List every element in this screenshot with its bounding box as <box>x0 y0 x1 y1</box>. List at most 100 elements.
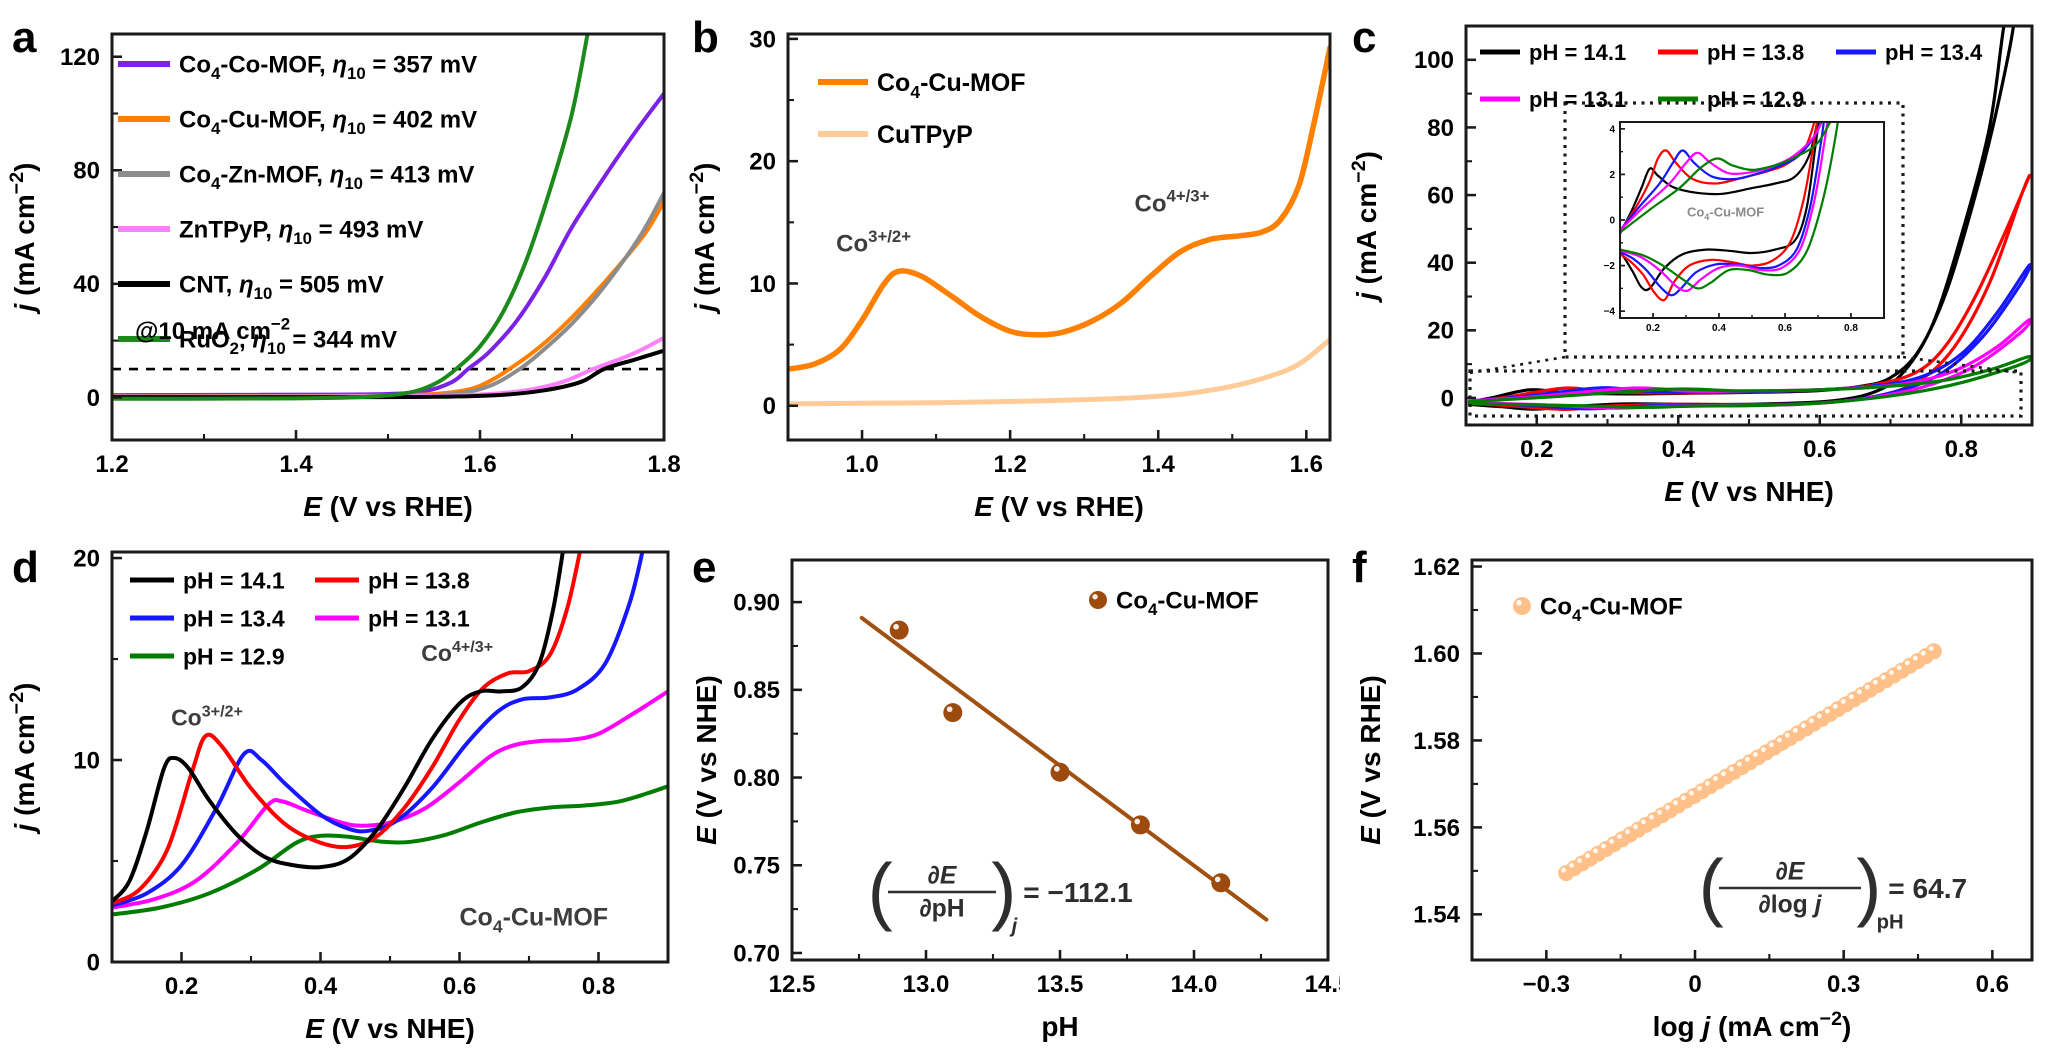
legend-label: Co4-Cu-MOF <box>1540 594 1683 626</box>
series-pH 14.1 <box>1620 122 1820 292</box>
x-axis-label: E (V vs RHE) <box>974 491 1144 522</box>
y-tick-label: 2 <box>1609 170 1615 181</box>
y-tick-label: 0.70 <box>733 940 780 967</box>
panel-letter: d <box>12 543 39 592</box>
panel-letter: a <box>12 13 37 62</box>
x-tick-label: 0.6 <box>443 973 476 1000</box>
svg-text:): ) <box>991 848 1016 932</box>
legend: Co4-Cu-MOF <box>1089 588 1259 620</box>
x-tick-label: 1.0 <box>845 451 878 478</box>
annotation: Co4-Cu-MOF <box>1687 205 1764 223</box>
chart-c-inset: 0.2 0.4 0.6 0.8 −4 −2 0 2 4 Co4-Cu-MOF <box>1604 121 1885 334</box>
y-tick-label: −2 <box>1604 261 1616 272</box>
annotation: Co4+/3+ <box>1135 187 1210 218</box>
y-axis-label: j (mA cm−2) <box>1348 151 1382 304</box>
series-pH 14.1 <box>112 552 565 904</box>
data-point <box>943 703 963 723</box>
x-tick-label: 0.2 <box>1646 323 1660 334</box>
axes-frame <box>786 32 1332 442</box>
panel-e: e 12.5 13.0 13.5 14.0 14.5 0.70 0.75 0.80 0.85 0.9… <box>691 543 1340 1042</box>
axes-ticks: 0.2 0.4 0.6 0.8 −4 −2 0 2 4 <box>1604 124 1859 334</box>
fraction-subscript: j <box>1009 915 1018 937</box>
legend-label: CNT, η10 = 505 mV <box>179 272 384 304</box>
panel-a: a 1.2 1.4 1.6 1.8 0 40 80 120 E (V vs RHE) j (mA c… <box>6 13 680 522</box>
y-tick-label: 0 <box>87 949 100 976</box>
chart-b: 1.0 1.2 1.4 1.6 0 10 20 30 E (V vs RHE) j (mA cm−… <box>686 26 1332 522</box>
y-axis-label: E (V vs RHE) <box>1355 675 1386 845</box>
y-tick-label: 20 <box>749 149 776 176</box>
legend-label: Co4-Co-MOF, η10 = 357 mV <box>179 52 477 84</box>
axes-ticks: 1.2 1.4 1.6 1.8 0 40 80 120 <box>60 44 680 478</box>
x-tick-label: 0.6 <box>1778 323 1792 334</box>
x-tick-label: 0.4 <box>1712 323 1726 334</box>
y-tick-label: 0 <box>87 385 100 412</box>
data-point <box>1130 815 1150 835</box>
y-tick-label: 0 <box>763 393 776 420</box>
x-tick-label: 1.6 <box>463 451 496 478</box>
panel-b: b 1.0 1.2 1.4 1.6 0 10 20 30 E (V vs RHE) j (mA cm… <box>686 13 1332 522</box>
panel-d: d 0.2 0.4 0.6 0.8 0 10 20 E (V vs NHE) j (mA cm−2… <box>6 543 670 1044</box>
y-tick-label: 0.75 <box>733 853 780 880</box>
x-tick-label: 0.6 <box>1976 971 2009 998</box>
svg-text:(: ( <box>868 848 893 932</box>
legend-label: Co4-Cu-MOF <box>1116 588 1259 620</box>
y-tick-label: 1.62 <box>1413 554 1460 581</box>
legend-label: ZnTPyP, η10 = 493 mV <box>179 217 423 249</box>
x-tick-label: 0.8 <box>1844 323 1858 334</box>
series-pH 13.1 <box>1620 122 1829 293</box>
y-tick-label: 0.90 <box>733 590 780 617</box>
legend: pH = 14.1 pH = 13.8 pH = 13.4 pH = 13.1 pH =… <box>130 567 470 669</box>
annotation: Co3+/2+ <box>836 227 911 258</box>
series-Co4-Cu-MOF <box>788 44 1330 372</box>
series-group <box>788 44 1330 407</box>
fraction-subscript: pH <box>1877 911 1904 933</box>
shape-rect <box>1563 101 1905 359</box>
axes-ticks: 12.5 13.0 13.5 14.0 14.5 0.70 0.75 0.80 0.85 0.90 <box>733 590 1340 998</box>
panel-letter: b <box>692 13 719 62</box>
x-tick-label: 0.8 <box>582 973 615 1000</box>
x-tick-label: 0.6 <box>1803 436 1836 463</box>
y-tick-label: 30 <box>749 26 776 53</box>
y-axis-label: j (mA cm−2) <box>6 163 40 316</box>
y-tick-label: 40 <box>1427 250 1454 277</box>
x-tick-label: 1.2 <box>993 451 1026 478</box>
series-pH 12.9 <box>1620 122 1839 290</box>
y-tick-label: 0.85 <box>733 677 780 704</box>
annotation: Co4-Cu-MOF <box>460 904 609 937</box>
legend-label: RuO2, η10 = 344 mV <box>179 327 397 359</box>
x-axis-label: E (V vs NHE) <box>305 1013 475 1044</box>
series-RuO2 <box>112 34 590 401</box>
chart-e: 12.5 13.0 13.5 14.0 14.5 0.70 0.75 0.80 0.85 0.90… <box>691 558 1340 1042</box>
legend: pH = 14.1 pH = 13.8 pH = 13.4 pH = 13.1 pH =… <box>1480 40 1983 112</box>
x-tick-label: 0.4 <box>1662 436 1696 463</box>
fraction-value: = 64.7 <box>1888 873 1967 904</box>
y-tick-label: 80 <box>73 158 100 185</box>
annotation: Co4+/3+ <box>421 638 493 666</box>
x-tick-label: 1.4 <box>279 451 313 478</box>
legend-label: pH = 14.1 <box>183 567 285 593</box>
annotation: @10 mA cm−2 <box>135 315 290 346</box>
y-tick-label: 60 <box>1427 182 1454 209</box>
y-axis-label: j (mA cm−2) <box>6 683 40 836</box>
y-tick-label: 40 <box>73 271 100 298</box>
data-point <box>1050 762 1070 782</box>
chart-f: −0.3 0 0.3 0.6 1.54 1.56 1.58 1.60 1.62 log j (mA… <box>1355 554 2034 1042</box>
series-group <box>859 615 1269 922</box>
panel-letter: c <box>1352 13 1376 62</box>
axes-frame <box>1470 558 2034 962</box>
y-tick-label: 0.80 <box>733 765 780 792</box>
svg-text:(: ( <box>1699 844 1724 928</box>
data-point <box>1513 597 1531 615</box>
y-tick-label: 1.58 <box>1413 728 1460 755</box>
axes-frame <box>1619 121 1885 319</box>
legend-label: Co4-Zn-MOF, η10 = 413 mV <box>179 162 474 194</box>
legend: Co4-Cu-MOF <box>1513 594 1683 626</box>
y-tick-label: 1.56 <box>1413 815 1460 842</box>
y-tick-label: 20 <box>73 545 100 572</box>
x-tick-label: 12.5 <box>769 971 816 998</box>
x-tick-label: 1.2 <box>95 451 128 478</box>
chart-a: 1.2 1.4 1.6 1.8 0 40 80 120 E (V vs RHE) j (mA cm… <box>6 32 680 522</box>
axes-ticks: −0.3 0 0.3 0.6 1.54 1.56 1.58 1.60 1.62 <box>1413 554 2009 998</box>
panel-letter: e <box>692 543 716 592</box>
